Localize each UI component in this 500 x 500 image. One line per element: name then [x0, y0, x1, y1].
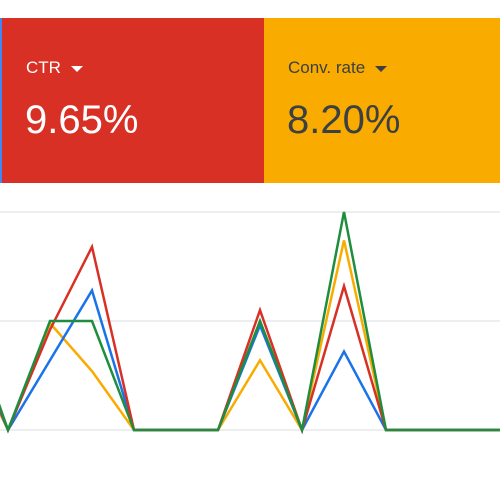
metric-value: 9.65% [25, 98, 139, 142]
metric-label-text: CTR [26, 58, 61, 77]
metric-card[interactable]: Conv. rate 8.20% [264, 18, 500, 183]
metric-card[interactable]: CTR 9.65% [2, 18, 264, 183]
line [0, 287, 500, 433]
dropdown-caret[interactable] [375, 65, 388, 72]
dropdown-caret[interactable] [70, 65, 83, 72]
metric-label-text: Conv. rate [288, 58, 366, 77]
metric-label: CTR [26, 58, 83, 78]
line [0, 211, 500, 435]
card-edge [0, 18, 2, 183]
metric-label: Conv. rate [288, 58, 388, 78]
line [0, 243, 500, 435]
metric-value: 8.20% [287, 98, 401, 142]
